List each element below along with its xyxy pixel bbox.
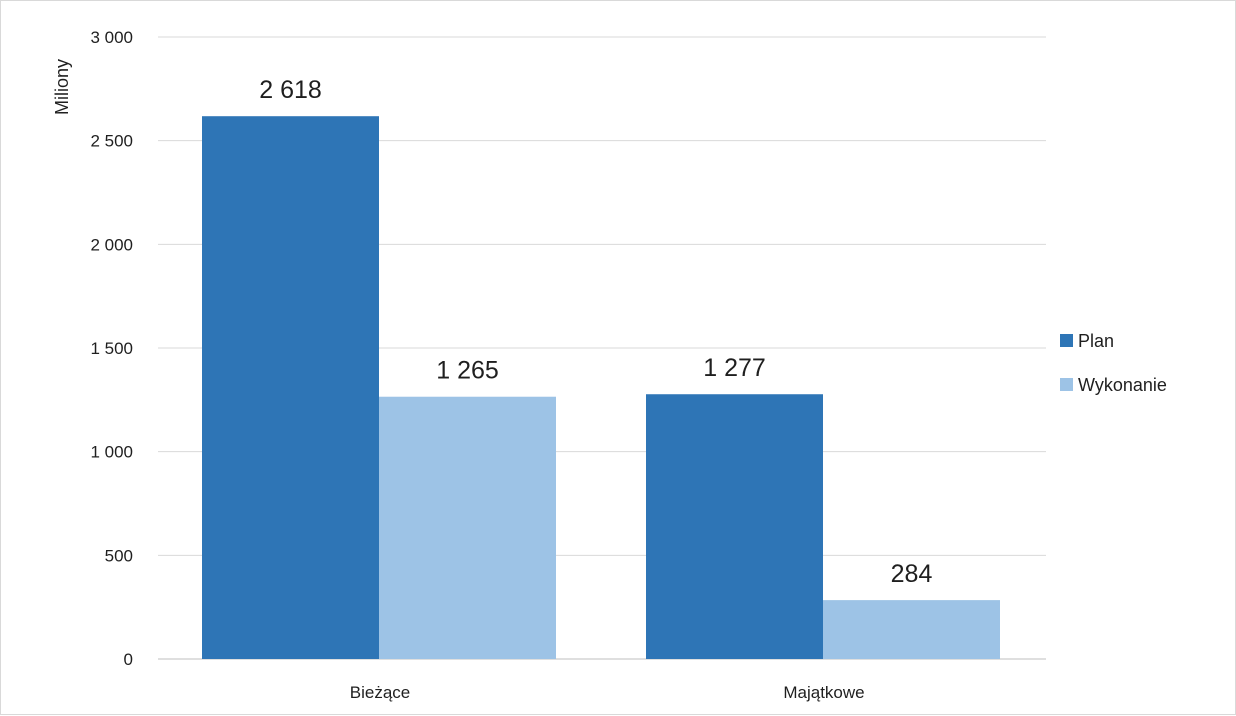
y-tick-label: 3 000	[90, 28, 133, 47]
bars	[202, 116, 1000, 659]
category-labels: Bieżące Majątkowe	[350, 683, 865, 702]
legend-label-wykonanie: Wykonanie	[1078, 375, 1167, 395]
y-tick-label: 2 000	[90, 235, 133, 254]
legend-label-plan: Plan	[1078, 331, 1114, 351]
y-tick-label: 2 500	[90, 132, 133, 151]
data-labels: 2 618 1 265 1 277 284	[259, 76, 932, 588]
category-label: Majątkowe	[783, 683, 864, 702]
y-axis-title: Miliony	[52, 59, 72, 115]
data-label: 1 277	[703, 354, 766, 382]
y-tick-label: 500	[105, 546, 133, 565]
bar-wykonanie-0	[379, 396, 556, 659]
legend-swatch-wykonanie	[1060, 378, 1073, 391]
category-label: Bieżące	[350, 683, 410, 702]
bar-plan-0	[202, 116, 379, 659]
y-tick-label: 0	[124, 650, 133, 669]
legend: Plan Wykonanie	[1060, 331, 1167, 395]
data-label: 2 618	[259, 76, 322, 104]
bar-plan-1	[646, 394, 823, 659]
y-tick-label: 1 000	[90, 443, 133, 462]
data-label: 1 265	[436, 357, 499, 385]
bar-wykonanie-1	[823, 600, 1000, 659]
legend-swatch-plan	[1060, 334, 1073, 347]
data-label: 284	[891, 560, 933, 588]
y-tick-label: 1 500	[90, 339, 133, 358]
y-axis-ticks: 0 500 1 000 1 500 2 000 2 500 3 000	[90, 28, 133, 669]
